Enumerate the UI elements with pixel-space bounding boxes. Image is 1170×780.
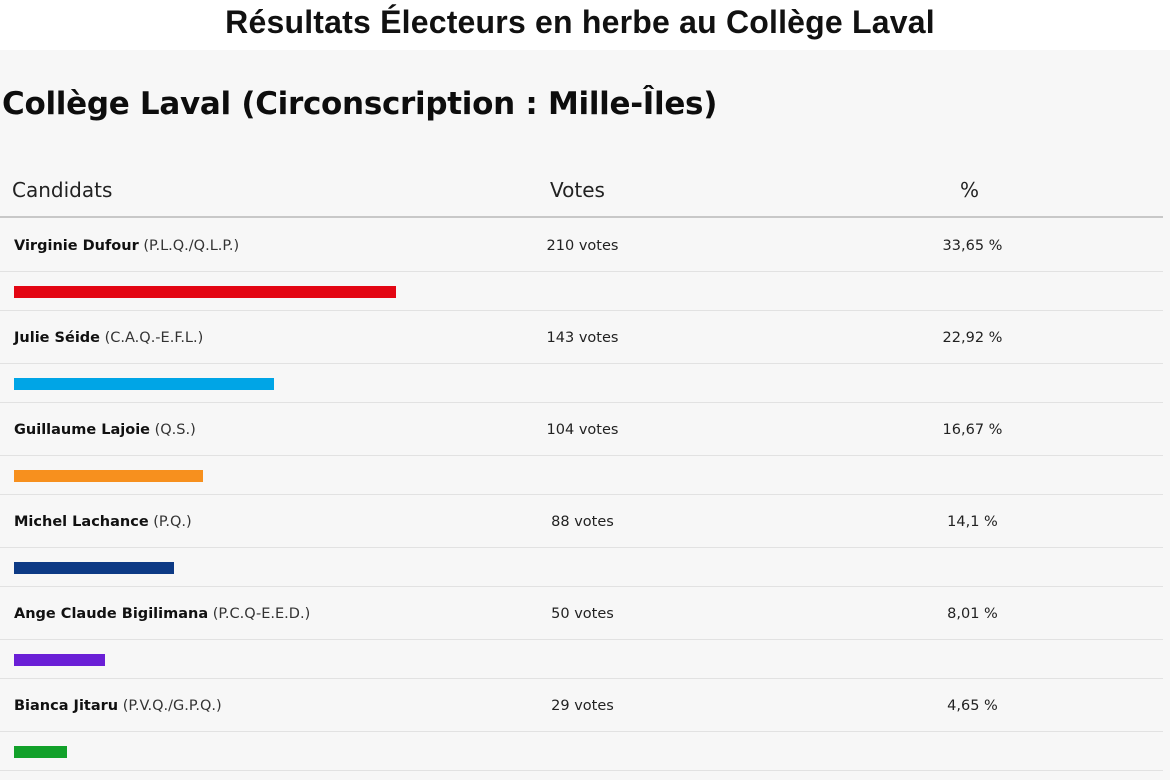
- candidate-cell: Ange Claude Bigilimana (P.C.Q-E.E.D.): [14, 606, 310, 622]
- row-info: Bianca Jitaru (P.V.Q./G.P.Q.) 29 votes 4,6…: [0, 679, 1163, 732]
- row-info: Michel Lachance (P.Q.) 88 votes 14,1 %: [0, 495, 1163, 548]
- table-row: Guillaume Lajoie (Q.S.) 104 votes 16,67 %: [0, 403, 1163, 495]
- table-row: Ange Claude Bigilimana (P.C.Q-E.E.D.) 50 …: [0, 587, 1163, 679]
- row-bar-area: [0, 548, 1163, 587]
- header-candidates: Candidats: [12, 178, 113, 202]
- candidate-name: Ange Claude Bigilimana: [14, 606, 209, 622]
- candidate-party: (P.C.Q-E.E.D.): [212, 606, 311, 622]
- row-bar-area: [0, 364, 1163, 403]
- table-header: Candidats Votes %: [0, 172, 1163, 218]
- percent-label: 22,92 %: [942, 330, 1003, 346]
- candidate-party: (Q.S.): [154, 422, 196, 438]
- page-title: Résultats Électeurs en herbe au Collège …: [225, 4, 935, 40]
- row-info: Ange Claude Bigilimana (P.C.Q-E.E.D.) 50 …: [0, 587, 1163, 640]
- percent-label: 14,1 %: [947, 514, 998, 530]
- candidate-cell: Michel Lachance (P.Q.): [14, 514, 192, 530]
- row-info: Julie Séide (C.A.Q.-E.F.L.) 143 votes 22,9…: [0, 311, 1163, 364]
- candidate-party: (P.V.Q./G.P.Q.): [122, 698, 222, 714]
- table-row: Michel Lachance (P.Q.) 88 votes 14,1 %: [0, 495, 1163, 587]
- votes-label: 50 votes: [551, 606, 614, 622]
- votes-label: 143 votes: [546, 330, 619, 346]
- candidate-name: Julie Séide: [14, 330, 101, 346]
- result-bar: [14, 286, 396, 298]
- candidate-name: Michel Lachance: [14, 514, 149, 530]
- row-bar-area: [0, 272, 1163, 311]
- votes-label: 104 votes: [546, 422, 619, 438]
- candidate-name: Bianca Jitaru: [14, 698, 119, 714]
- candidate-cell: Bianca Jitaru (P.V.Q./G.P.Q.): [14, 698, 222, 714]
- row-bar-area: [0, 732, 1163, 771]
- candidate-cell: Guillaume Lajoie (Q.S.): [14, 422, 196, 438]
- candidate-name: Guillaume Lajoie: [14, 422, 150, 438]
- table-row: Bianca Jitaru (P.V.Q./G.P.Q.) 29 votes 4,6…: [0, 679, 1163, 771]
- result-bar: [14, 378, 274, 390]
- candidate-cell: Virginie Dufour (P.L.Q./Q.L.P.): [14, 238, 239, 254]
- header-votes: Votes: [550, 178, 605, 202]
- section-title: Collège Laval (Circonscription : Mille-Î…: [2, 86, 718, 122]
- results-panel: Collège Laval (Circonscription : Mille-Î…: [0, 50, 1170, 780]
- result-bar: [14, 562, 174, 574]
- result-bar: [14, 470, 203, 482]
- percent-label: 4,65 %: [947, 698, 998, 714]
- votes-label: 210 votes: [546, 238, 619, 254]
- result-bar: [14, 746, 67, 758]
- header-percent: %: [960, 178, 980, 202]
- candidate-party: (C.A.Q.-E.F.L.): [104, 330, 204, 346]
- table-row: Virginie Dufour (P.L.Q./Q.L.P.) 210 votes…: [0, 219, 1163, 311]
- percent-label: 33,65 %: [942, 238, 1003, 254]
- row-bar-area: [0, 640, 1163, 679]
- table-row: Julie Séide (C.A.Q.-E.F.L.) 143 votes 22,9…: [0, 311, 1163, 403]
- candidate-party: (P.Q.): [153, 514, 192, 530]
- percent-label: 8,01 %: [947, 606, 998, 622]
- row-bar-area: [0, 456, 1163, 495]
- candidate-cell: Julie Séide (C.A.Q.-E.F.L.): [14, 330, 203, 346]
- result-bar: [14, 654, 105, 666]
- votes-label: 88 votes: [551, 514, 614, 530]
- candidate-name: Virginie Dufour: [14, 238, 139, 254]
- votes-label: 29 votes: [551, 698, 614, 714]
- row-info: Virginie Dufour (P.L.Q./Q.L.P.) 210 votes…: [0, 219, 1163, 272]
- candidate-party: (P.L.Q./Q.L.P.): [143, 238, 240, 254]
- row-info: Guillaume Lajoie (Q.S.) 104 votes 16,67 %: [0, 403, 1163, 456]
- percent-label: 16,67 %: [942, 422, 1003, 438]
